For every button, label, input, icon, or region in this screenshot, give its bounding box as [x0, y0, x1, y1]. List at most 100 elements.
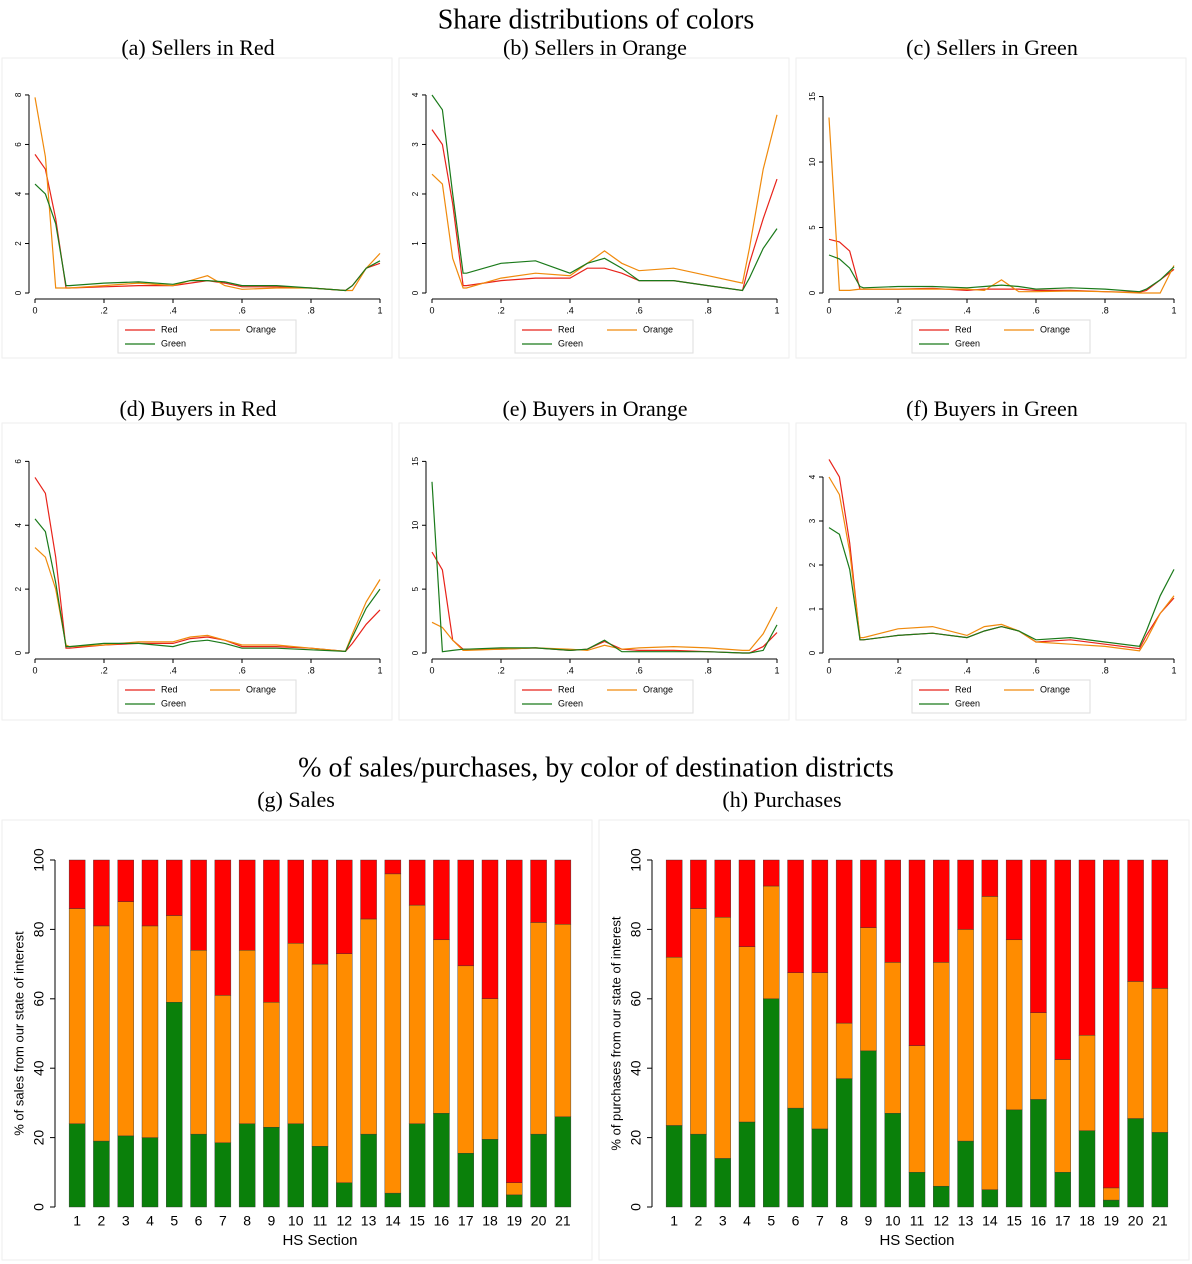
- x-tick-label: 18: [1079, 1213, 1095, 1229]
- bar-segment: [763, 998, 780, 1208]
- bar-segment: [506, 1194, 523, 1208]
- x-tick-label: 1: [1171, 305, 1176, 315]
- bar-segment: [981, 859, 999, 897]
- chart-title: (e) Buyers in Orange: [502, 396, 687, 421]
- chart-title: (c) Sellers in Green: [906, 35, 1078, 60]
- bar-segment: [811, 859, 829, 973]
- chart-title: (a) Sellers in Red: [121, 35, 274, 60]
- bar-segment: [811, 972, 829, 1130]
- x-tick-label: .6: [238, 665, 246, 675]
- bar-segment: [1005, 859, 1023, 941]
- x-tick-label: 1: [377, 665, 382, 675]
- y-tick-label: 6: [14, 459, 23, 464]
- line-series: [431, 114, 778, 289]
- bar-segment: [238, 950, 256, 1124]
- y-tick-label: 0: [14, 650, 23, 655]
- y-axis-label: % of sales from our state of interest: [11, 931, 26, 1136]
- bar-segment: [93, 925, 110, 1142]
- legend-label: Green: [558, 338, 583, 348]
- panel-border: [398, 422, 790, 721]
- bar-segment: [93, 859, 110, 927]
- y-tick-label: 0: [808, 290, 817, 295]
- bar-segment: [68, 908, 86, 1124]
- panel-border: [598, 819, 1190, 1261]
- x-tick-label: 18: [482, 1213, 498, 1229]
- bar-segment: [908, 859, 926, 1046]
- line-series: [34, 183, 381, 292]
- line-series: [828, 254, 1175, 293]
- x-tick-label: 2: [98, 1213, 106, 1229]
- bar-segment: [141, 859, 159, 927]
- y-tick-label: 4: [808, 474, 817, 479]
- bar-segment: [506, 1182, 523, 1196]
- x-tick-label: .6: [1032, 665, 1040, 675]
- x-axis-label: HS Section: [282, 1232, 357, 1249]
- y-tick-label: 4: [411, 92, 420, 97]
- line-series: [34, 97, 381, 292]
- x-tick-label: 10: [885, 1213, 901, 1229]
- bar-segment: [433, 859, 450, 941]
- x-tick-label: 10: [288, 1213, 304, 1229]
- x-tick-label: .2: [100, 305, 108, 315]
- line-series: [431, 94, 778, 292]
- y-tick-label: 1: [411, 241, 420, 246]
- bar-segment: [433, 1113, 450, 1208]
- bar-segment: [860, 859, 877, 928]
- bar-segment: [957, 859, 974, 930]
- x-tick-label: 17: [458, 1213, 474, 1229]
- x-tick-label: 0: [32, 305, 37, 315]
- x-tick-label: 13: [958, 1213, 974, 1229]
- bar-segment: [360, 859, 377, 920]
- line-series: [34, 518, 381, 653]
- legend-label: Green: [161, 698, 186, 708]
- y-tick-label: 40: [31, 1060, 47, 1076]
- heading: Share distributions of colors: [438, 4, 755, 35]
- bar-segment: [214, 859, 232, 996]
- bar-segment: [884, 1113, 901, 1208]
- x-tick-label: .8: [704, 665, 712, 675]
- bar-segment: [933, 1185, 950, 1208]
- y-tick-label: 0: [14, 290, 23, 295]
- bar-segment: [166, 859, 183, 916]
- x-tick-label: 12: [336, 1213, 352, 1229]
- x-tick-label: 3: [122, 1213, 130, 1229]
- line-series: [828, 117, 1175, 294]
- bar-segment: [263, 1126, 280, 1208]
- bar-segment: [384, 873, 402, 1194]
- bar-segment: [1005, 1109, 1023, 1208]
- x-tick-label: 1: [73, 1213, 81, 1229]
- legend-label: Green: [558, 698, 583, 708]
- x-tick-label: 15: [1006, 1213, 1022, 1229]
- x-tick-label: 21: [1152, 1213, 1168, 1229]
- y-tick-label: 10: [411, 520, 420, 529]
- bar-segment: [190, 1133, 207, 1208]
- y-tick-label: 80: [31, 921, 47, 937]
- bar-segment: [690, 1133, 707, 1208]
- bar-segment: [408, 1123, 426, 1208]
- line-series: [431, 606, 778, 652]
- y-tick-label: 100: [31, 848, 47, 872]
- legend-box: [514, 319, 694, 354]
- x-tick-label: .4: [566, 665, 574, 675]
- legend-label: Red: [161, 324, 178, 334]
- bar-segment: [1054, 1172, 1071, 1208]
- bar-segment: [763, 859, 780, 887]
- bar-segment: [166, 915, 183, 1003]
- legend-label: Green: [955, 698, 980, 708]
- y-tick-label: 2: [411, 191, 420, 196]
- chart-title: (g) Sales: [257, 787, 335, 812]
- bar-segment: [190, 859, 207, 951]
- y-tick-label: 4: [14, 522, 23, 527]
- bar-segment: [908, 1172, 926, 1208]
- bar-segment: [933, 859, 950, 963]
- x-tick-label: 20: [531, 1213, 547, 1229]
- legend-box: [911, 679, 1091, 714]
- bar-segment: [530, 1133, 547, 1208]
- bar-segment: [1030, 1099, 1047, 1208]
- y-tick-label: 2: [808, 562, 817, 567]
- bar-segment: [311, 859, 329, 965]
- bar-segment: [933, 962, 950, 1187]
- x-tick-label: 3: [719, 1213, 727, 1229]
- bar-segment: [384, 1192, 402, 1208]
